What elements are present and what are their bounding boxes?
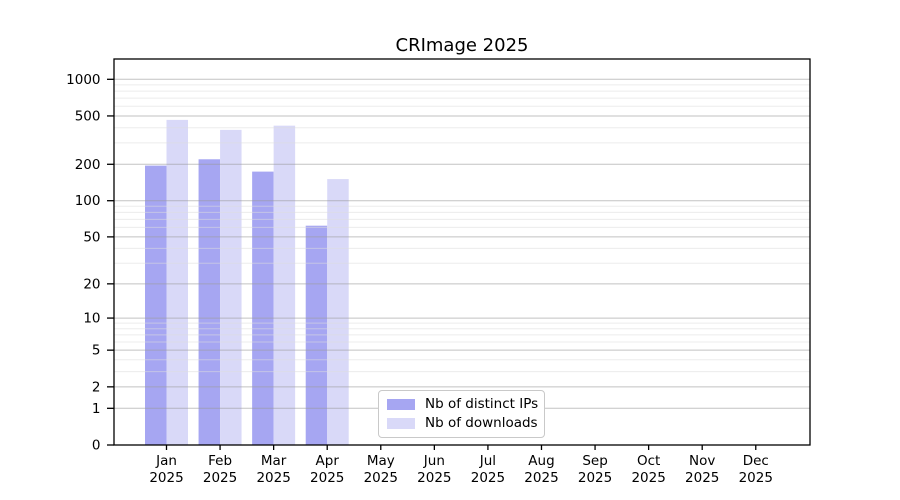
x-tick-label-year: 2025 (739, 470, 773, 486)
x-tick-label-month: Jul (479, 453, 496, 469)
x-tick-label-year: 2025 (417, 470, 451, 486)
x-tick-label-month: Sep (582, 453, 607, 469)
bar-nb-of-downloads-mar (273, 125, 296, 445)
legend-label-downloads: Nb of downloads (425, 415, 538, 431)
legend-label-distinct-ips: Nb of distinct IPs (425, 396, 539, 412)
axis-labels-layer: 01251020501002005001000Jan2025Feb2025Mar… (66, 72, 773, 486)
x-tick-label-month: Oct (637, 453, 660, 469)
y-tick-label: 20 (83, 276, 100, 292)
legend-item-distinct-ips: Nb of distinct IPs (387, 396, 539, 413)
x-tick-label-month: Apr (316, 453, 340, 469)
bar-nb-of-distinct-ips-mar (252, 171, 274, 445)
y-tick-label: 100 (75, 193, 101, 209)
y-tick-label: 50 (83, 229, 100, 245)
legend: Nb of distinct IPs Nb of downloads (378, 390, 545, 438)
grid-layer (114, 78, 810, 409)
legend-swatch-distinct-ips (387, 399, 415, 410)
y-tick-label: 0 (92, 438, 101, 454)
x-tick-label-year: 2025 (578, 470, 612, 486)
x-tick-label-year: 2025 (631, 470, 665, 486)
x-tick-label-month: Nov (689, 453, 715, 469)
bar-nb-of-downloads-feb (220, 129, 242, 445)
plot-border (113, 58, 811, 446)
x-tick-label-month: Dec (743, 453, 769, 469)
bar-nb-of-downloads-apr (327, 179, 349, 445)
bar-nb-of-distinct-ips-jan (145, 165, 167, 446)
x-tick-label-month: May (367, 453, 395, 469)
bar-nb-of-downloads-jan (166, 119, 188, 445)
y-tick-label: 1 (92, 401, 101, 417)
bar-nb-of-distinct-ips-feb (198, 159, 221, 445)
y-tick-label: 1000 (66, 72, 100, 88)
bars-layer (145, 119, 349, 446)
x-tick-label-month: Jun (423, 453, 445, 469)
x-tick-label-month: Aug (528, 453, 554, 469)
y-tick-label: 200 (75, 157, 101, 173)
y-tick-label: 10 (83, 311, 100, 327)
y-tick-label: 500 (75, 108, 101, 124)
x-tick-label-year: 2025 (203, 470, 237, 486)
legend-item-downloads: Nb of downloads (387, 415, 538, 432)
x-tick-label-year: 2025 (471, 470, 505, 486)
x-tick-label-month: Feb (208, 453, 232, 469)
axes-layer (107, 58, 811, 450)
x-tick-label-year: 2025 (149, 470, 183, 486)
x-tick-label-month: Mar (261, 453, 287, 469)
x-tick-label-year: 2025 (256, 470, 290, 486)
x-tick-label-month: Jan (155, 453, 177, 469)
chart-title: CRImage 2025 (396, 35, 529, 56)
y-tick-label: 2 (92, 379, 101, 395)
y-tick-label: 5 (92, 343, 101, 359)
x-tick-label-year: 2025 (685, 470, 719, 486)
x-tick-label-year: 2025 (524, 470, 558, 486)
legend-swatch-downloads (387, 418, 415, 429)
x-tick-label-year: 2025 (364, 470, 398, 486)
x-tick-label-year: 2025 (310, 470, 344, 486)
